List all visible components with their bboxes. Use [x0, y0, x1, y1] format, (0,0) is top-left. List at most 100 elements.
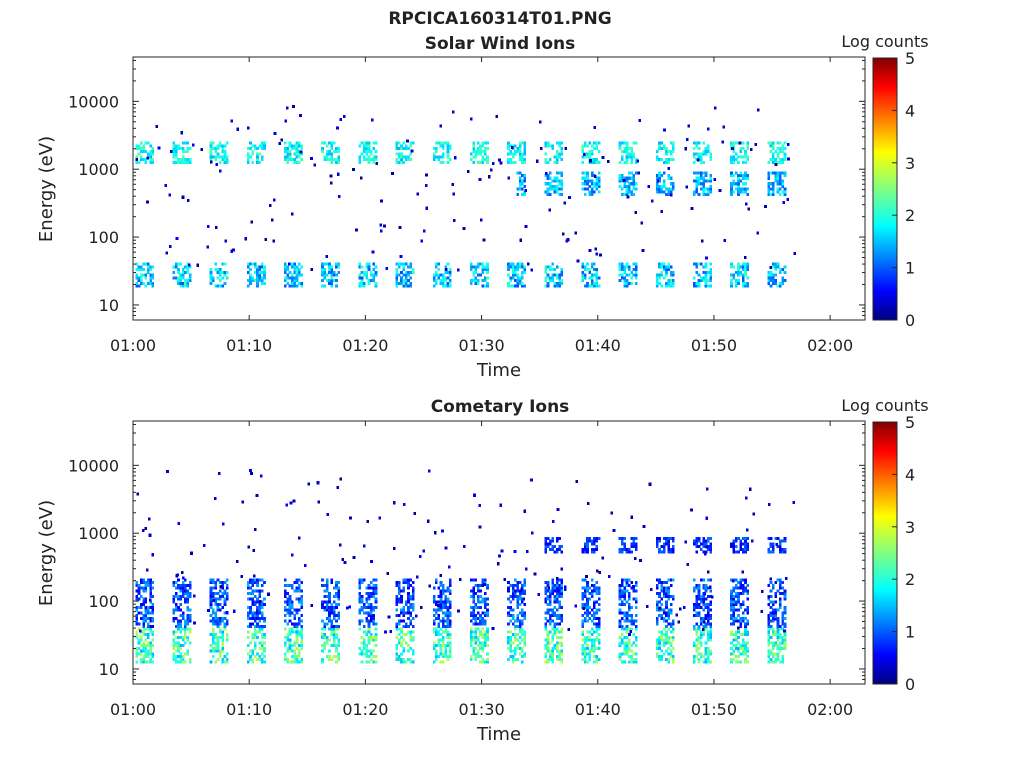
spectrogram-cell: [372, 262, 375, 266]
spectrogram-cell: [218, 268, 222, 272]
spectrogram-cell: [400, 641, 403, 645]
spectrogram-cell: [667, 594, 671, 598]
spectrogram-cell: [256, 160, 259, 164]
spectrogram-cell: [693, 608, 696, 612]
spectrogram-cell: [469, 614, 473, 618]
spectrogram-cell: [693, 625, 696, 629]
spectrogram-cell: [295, 622, 299, 626]
spectrogram-cell: [597, 182, 601, 186]
spectrogram-cell: [393, 546, 396, 550]
spectrogram-cell: [669, 536, 673, 540]
spectrogram-cell: [137, 622, 141, 626]
spectrogram-cell: [174, 625, 178, 629]
spectrogram-cell: [260, 627, 264, 631]
spectrogram-cell: [769, 594, 773, 598]
spectrogram-cell: [625, 646, 629, 650]
spectrogram-cell: [335, 147, 338, 151]
spectrogram-cell: [293, 641, 296, 645]
x-tick-label: 01:10: [226, 336, 272, 355]
spectrogram-cell: [627, 597, 631, 601]
spectrogram-cell: [297, 583, 301, 587]
spectrogram-cell: [256, 268, 259, 272]
spectrogram-cell: [507, 638, 510, 642]
spectrogram-cell: [483, 635, 487, 639]
spectrogram-cell: [660, 147, 664, 151]
spectrogram-cell: [697, 605, 701, 609]
spectrogram-cell: [623, 597, 626, 601]
spectrogram-cell: [693, 539, 696, 543]
spectrogram-cell: [483, 633, 487, 637]
spectrogram-cell: [432, 586, 436, 590]
spectrogram-cell: [177, 627, 180, 631]
spectrogram-cell: [593, 605, 596, 609]
spectrogram-cell: [295, 611, 299, 615]
spectrogram-cell: [662, 147, 666, 151]
spectrogram-cell: [222, 522, 225, 526]
spectrogram-cell: [146, 622, 150, 626]
spectrogram-cell: [634, 210, 638, 214]
spectrogram-cell: [621, 652, 624, 656]
spectrogram-cell: [767, 619, 771, 623]
spectrogram-cell: [586, 600, 589, 604]
spectrogram-cell: [328, 619, 331, 623]
spectrogram-cell: [288, 284, 292, 288]
spectrogram-cell: [769, 660, 773, 664]
spectrogram-cell: [221, 657, 224, 661]
spectrogram-cell: [184, 583, 187, 587]
spectrogram-cell: [179, 586, 183, 590]
spectrogram-cell: [358, 262, 362, 266]
spectrogram-cell: [769, 273, 773, 277]
spectrogram-cell: [325, 273, 329, 277]
spectrogram-cell: [402, 611, 406, 615]
spectrogram-cell: [697, 641, 701, 645]
spectrogram-cell: [335, 273, 338, 277]
spectrogram-cell: [556, 577, 559, 581]
spectrogram-cell: [793, 251, 797, 255]
spectrogram-cell: [511, 262, 515, 266]
spectrogram-cell: [286, 149, 289, 153]
spectrogram-cell: [693, 193, 696, 197]
spectrogram-cell: [732, 265, 736, 269]
spectrogram-cell: [174, 660, 178, 664]
spectrogram-cell: [734, 281, 738, 285]
spectrogram-cell: [730, 542, 733, 546]
spectrogram-cell: [672, 635, 675, 639]
spectrogram-cell: [551, 578, 554, 582]
spectrogram-cell: [174, 149, 178, 153]
spectrogram-cell: [330, 581, 334, 585]
spectrogram-cell: [411, 625, 415, 629]
spectrogram-cell: [593, 284, 596, 288]
spectrogram-cell: [779, 646, 782, 650]
spectrogram-cell: [397, 581, 401, 585]
spectrogram-cell: [781, 622, 784, 626]
spectrogram-cell: [367, 281, 371, 285]
spectrogram-cell: [321, 660, 324, 664]
spectrogram-cell: [776, 646, 780, 650]
spectrogram-cell: [446, 657, 450, 661]
spectrogram-cell: [737, 600, 740, 604]
spectrogram-cell: [511, 586, 515, 590]
spectrogram-cell: [595, 160, 599, 164]
spectrogram-cell: [516, 605, 520, 609]
spectrogram-cell: [144, 616, 148, 620]
spectrogram-cell: [374, 600, 378, 604]
spectrogram-cell: [358, 581, 362, 585]
spectrogram-cell: [486, 586, 489, 590]
spectrogram-cell: [583, 657, 587, 661]
spectrogram-cell: [746, 187, 750, 191]
spectrogram-cell: [739, 652, 743, 656]
spectrogram-cell: [337, 160, 341, 164]
spectrogram-cell: [474, 281, 478, 285]
spectrogram-cell: [157, 146, 161, 150]
spectrogram-cell: [723, 238, 727, 242]
spectrogram-cell: [300, 657, 303, 661]
spectrogram-cell: [221, 583, 224, 587]
spectrogram-cell: [746, 649, 750, 653]
spectrogram-cell: [595, 284, 599, 288]
spectrogram-cell: [146, 633, 150, 637]
spectrogram-cell: [706, 578, 710, 582]
spectrogram-cell: [251, 589, 255, 593]
spectrogram-cell: [783, 594, 787, 598]
spectrogram-cell: [590, 592, 594, 596]
spectrogram-cell: [590, 633, 594, 637]
